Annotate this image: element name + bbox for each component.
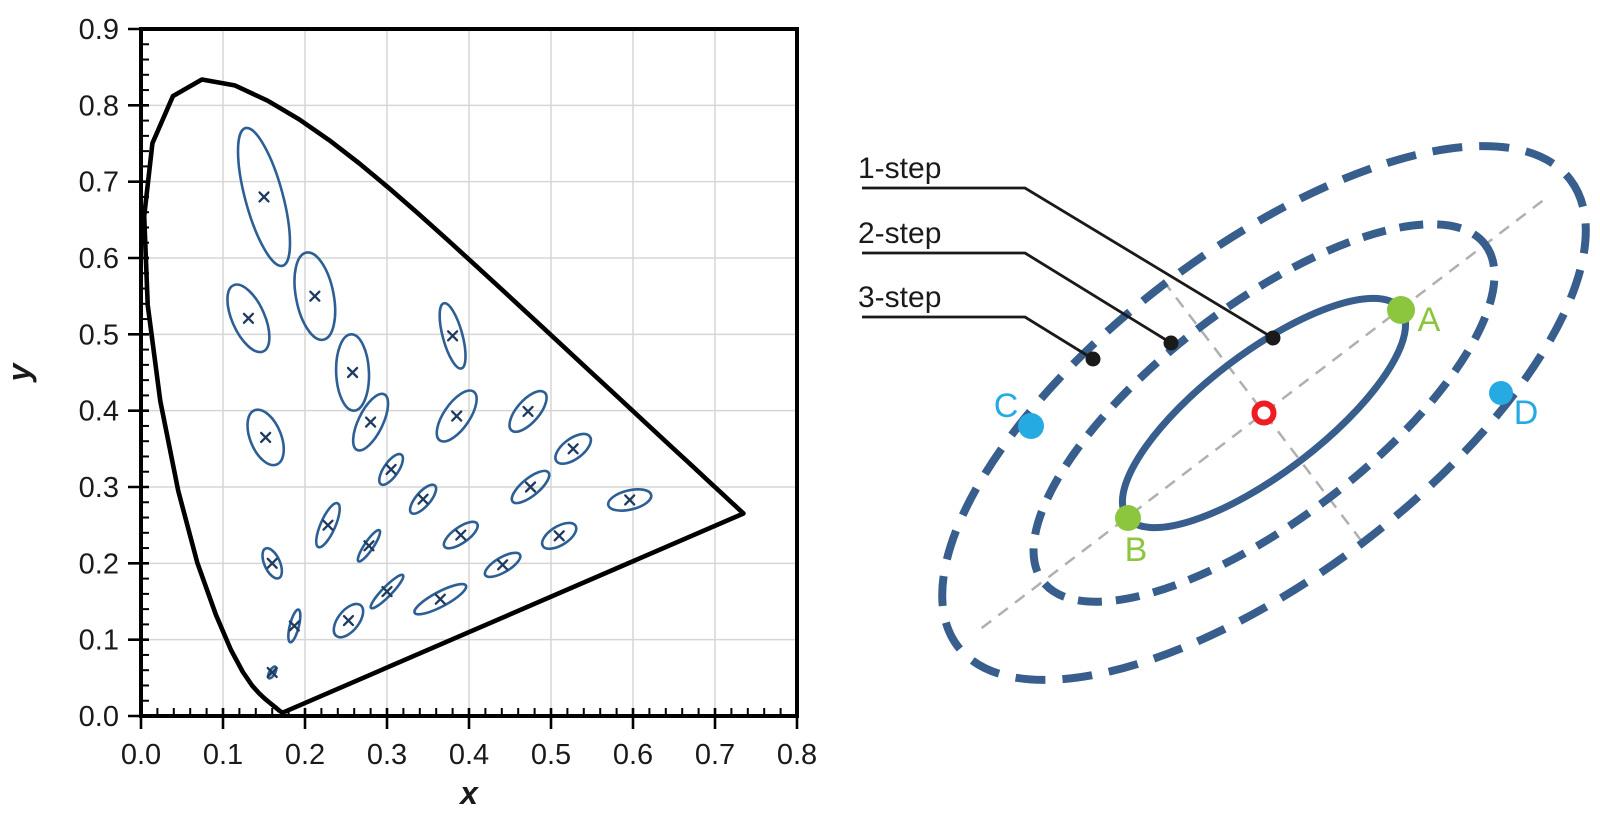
x-tick-label: 0.5: [531, 739, 571, 771]
ellipse-center-marker: [434, 593, 446, 605]
macadam-ellipse-16: [550, 428, 596, 469]
macadam-ellipse-14: [429, 385, 484, 447]
macadam-ellipse-21: [440, 517, 482, 553]
cie-chart: 0.0 0.1 0.2 0.3 0.4 0.5 0.6 0.7 0.8 0.0 0.1 0.2 0.3 0…: [1, 14, 817, 811]
macadam-ellipse-10: [434, 301, 471, 371]
y-tick-label: 0.3: [79, 472, 119, 504]
macadam-ellipse-2: [286, 609, 303, 644]
macadam-ellipse-17: [507, 466, 554, 508]
ellipse-center-marker: [385, 463, 397, 476]
ellipse-center-marker: [266, 557, 278, 569]
callout-leader-3-step: [862, 315, 1094, 361]
y-tick-label: 0.9: [79, 14, 119, 46]
callout-dot-3-step: [1085, 351, 1101, 367]
macadam-ellipse-6: [288, 250, 342, 343]
ellipse-center-marker: [266, 666, 278, 679]
ellipse-center-marker: [524, 481, 537, 493]
spectral-locus: [144, 80, 743, 713]
x-tick-label: 0.1: [203, 739, 243, 771]
ellipse-center-marker: [567, 443, 579, 455]
ellipse-center-marker: [364, 416, 377, 428]
ellipse-center-marker: [624, 494, 636, 506]
ellipse-center-marker: [242, 312, 255, 324]
x-tick-label: 0.2: [285, 739, 325, 771]
macadam-ellipse-15: [503, 386, 553, 438]
ellipse-center-marker: [417, 493, 429, 505]
callout-label-3-step: 3-step: [858, 281, 941, 314]
ellipse-center-marker: [446, 330, 459, 342]
macadam-ellipse-7: [335, 334, 371, 411]
ticks: [128, 27, 799, 729]
x-axis-title: x: [458, 775, 479, 811]
spectral-locus-group: [144, 80, 743, 713]
ellipse-center-marker: [522, 405, 534, 418]
ellipse-center-marker: [288, 620, 300, 632]
ellipse-center-marker: [451, 410, 463, 422]
y-tick-label: 0.5: [79, 319, 119, 351]
y-axis-title: y: [1, 361, 37, 383]
x-tick-label: 0.7: [695, 739, 735, 771]
y-tick-label: 0.1: [79, 625, 119, 657]
callout-label-2-step: 2-step: [858, 217, 941, 250]
macadam-ellipse-3: [328, 599, 369, 642]
ellipse-center-marker: [553, 530, 565, 542]
callout-leader-2-step: [862, 251, 1172, 345]
ellipse-center-marker: [258, 191, 270, 203]
macadam-ellipse-5: [219, 279, 278, 357]
callout-dot-1-step: [1265, 330, 1281, 346]
callout-dot-2-step: [1163, 335, 1179, 351]
callout-leader-1-step: [862, 186, 1274, 340]
ellipse-center-marker: [322, 519, 334, 531]
x-tick-label: 0.6: [613, 739, 653, 771]
macadam-ellipse-13: [375, 451, 408, 488]
ring-2-step: [1029, 220, 1499, 606]
ellipse-center-marker: [309, 290, 321, 302]
major-axis-dashed-line: [980, 196, 1548, 630]
y-tick-label: 0.7: [79, 167, 119, 199]
macadam-ellipse-22: [481, 548, 524, 581]
ellipse-center-marker: [363, 540, 375, 552]
point-label-c: C: [994, 387, 1019, 425]
macadam-ellipse-25: [411, 579, 470, 619]
y-tick-label: 0.4: [79, 396, 119, 428]
ellipse-center-marker: [346, 366, 359, 379]
macadam-ellipse-9: [346, 390, 395, 455]
ellipse-center-marker: [455, 529, 467, 541]
macadam-ellipse-4: [227, 124, 300, 270]
x-tick-label: 0.4: [449, 739, 489, 771]
macadam-ellipse-11: [259, 546, 286, 581]
x-tick-label: 0.0: [121, 739, 161, 771]
y-tick-label: 0.6: [79, 243, 119, 275]
callout-label-1-step: 1-step: [858, 152, 941, 185]
y-tick-label: 0.2: [79, 548, 119, 580]
ellipse-center-marker: [259, 431, 272, 444]
y-tick-label: 0.8: [79, 90, 119, 122]
macadam-ellipse-19: [606, 485, 654, 514]
point-label-d: D: [1514, 394, 1539, 432]
center-target-ring: [1251, 400, 1277, 426]
x-tick-label: 0.3: [367, 739, 407, 771]
macadam-ellipse-8: [240, 405, 291, 469]
point-c: [1018, 413, 1044, 439]
grid: [141, 29, 797, 716]
macadam-ellipse-20: [406, 481, 441, 517]
rotated-ellipse-group: [938, 142, 1590, 684]
macadam-ellipse-12: [312, 501, 345, 550]
ellipse-center-marker: [496, 559, 509, 571]
macadam-ellipse-18: [537, 518, 581, 554]
ellipse-center-marker: [342, 614, 355, 627]
x-tick-label: 0.8: [777, 739, 817, 771]
point-label-a: A: [1418, 301, 1441, 339]
point-a: [1387, 296, 1415, 324]
step-ellipse-diagram: 1-step 2-step 3-step A B C D: [858, 142, 1590, 684]
point-b: [1115, 505, 1141, 531]
ellipse-center-marker: [381, 585, 393, 598]
y-tick-label: 0.0: [79, 701, 119, 733]
point-d: [1489, 381, 1513, 405]
point-label-b: B: [1125, 531, 1148, 569]
macadam-ellipses: [219, 124, 654, 680]
ring-3-step: [938, 142, 1590, 684]
